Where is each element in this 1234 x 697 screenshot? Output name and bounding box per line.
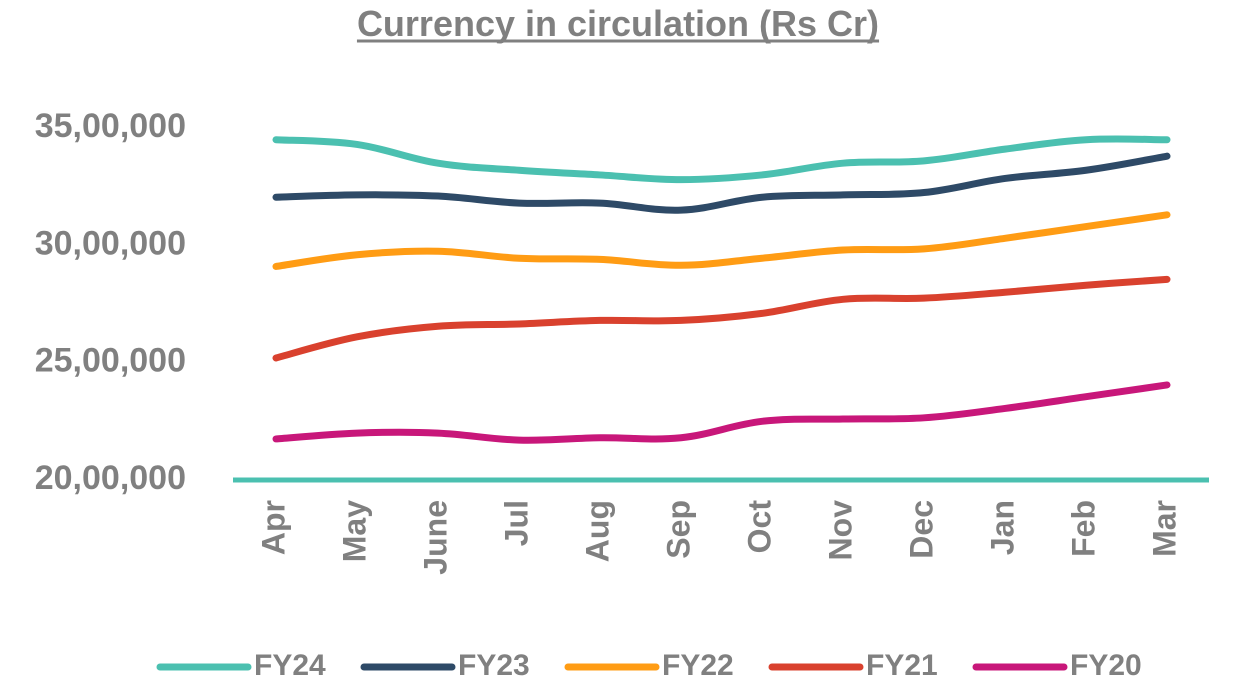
x-axis-ticks: Apr May June Jul Aug Sep Oct Nov Dec Jan Feb Mar [255, 500, 1182, 575]
legend-label: FY20 [1070, 649, 1142, 682]
legend: FY24 FY23 FY22 FY21 FY20 [156, 649, 1142, 682]
y-tick-label: 35,00,000 [35, 107, 186, 145]
chart-title-group: Currency in circulation (Rs Cr) [356, 3, 880, 44]
x-tick-label: Nov [822, 500, 858, 561]
x-tick-label: Aug [579, 500, 615, 562]
legend-label: FY21 [866, 649, 938, 682]
series-line-fy22 [272, 211, 1171, 270]
series-line-fy20 [272, 381, 1171, 444]
legend-item-fy23: FY23 [360, 649, 530, 682]
series-line-fy24 [272, 135, 1171, 184]
x-tick-label: Jan [984, 500, 1020, 555]
x-tick-label: Sep [660, 500, 696, 559]
x-tick-label: Feb [1065, 500, 1101, 557]
y-tick-label: 25,00,000 [35, 342, 186, 380]
legend-label: FY24 [254, 649, 326, 682]
x-tick-label: Jul [498, 500, 534, 546]
legend-item-fy22: FY22 [564, 649, 734, 682]
x-tick-label: June [417, 500, 453, 575]
legend-label: FY23 [458, 649, 530, 682]
legend-item-fy21: FY21 [768, 649, 938, 682]
y-tick-label: 30,00,000 [35, 224, 186, 262]
x-tick-label: Dec [903, 500, 939, 559]
series-line-fy21 [272, 275, 1171, 362]
x-tick-label: Apr [255, 500, 291, 555]
x-tick-label: May [336, 500, 372, 562]
x-tick-label: Mar [1146, 500, 1182, 557]
chart-title: Currency in circulation (Rs Cr) [357, 3, 879, 44]
series-line-fy23 [272, 152, 1171, 214]
y-axis-ticks: 20,00,000 25,00,000 30,00,000 35,00,000 [35, 107, 186, 497]
x-tick-label: Oct [741, 500, 777, 554]
legend-item-fy20: FY20 [972, 649, 1142, 682]
legend-label: FY22 [662, 649, 734, 682]
y-tick-label: 20,00,000 [35, 459, 186, 497]
series-lines [272, 135, 1171, 444]
legend-item-fy24: FY24 [156, 649, 326, 682]
